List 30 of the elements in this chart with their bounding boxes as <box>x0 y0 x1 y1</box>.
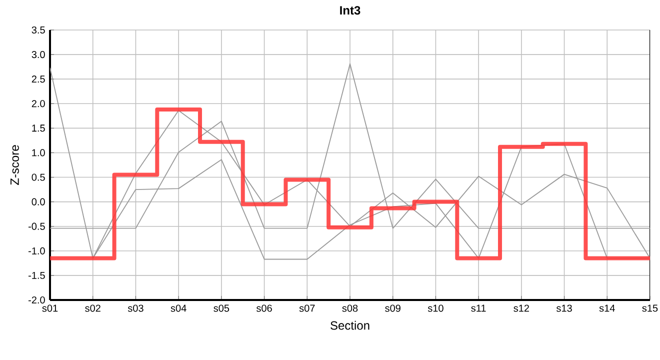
x-tick-label: s05 <box>214 304 230 312</box>
x-tick-label: s03 <box>128 304 144 312</box>
y-tick-label: -1.5 <box>28 272 45 279</box>
x-tick-label: s08 <box>342 304 358 312</box>
chart-title: Int3 <box>340 6 360 15</box>
x-tick-label: s12 <box>514 304 529 312</box>
y-tick-label: 0.5 <box>32 174 45 181</box>
y-axis-title: Z-score <box>10 145 19 185</box>
y-tick-label: 1.0 <box>32 149 45 156</box>
y-tick-label: 2.0 <box>32 100 45 108</box>
x-tick-label: s02 <box>85 304 100 312</box>
x-tick-label: s13 <box>556 304 572 312</box>
y-tick-label: -0.5 <box>28 222 45 230</box>
x-tick-label: s11 <box>471 304 486 312</box>
y-tick-label: 2.5 <box>32 76 45 83</box>
y-tick-label: 0.0 <box>32 198 45 206</box>
y-tick-label: -1.0 <box>28 247 45 254</box>
x-tick-label: s15 <box>642 304 658 312</box>
x-axis-title: Section <box>330 320 370 330</box>
y-tick-label: -2.0 <box>28 296 45 304</box>
x-tick-label: s01 <box>42 304 58 312</box>
x-tick-label: s09 <box>385 304 400 312</box>
y-tick-label: 3.5 <box>32 26 45 34</box>
x-tick-label: s10 <box>428 304 444 312</box>
x-tick-label: s14 <box>599 304 615 312</box>
x-tick-label: s06 <box>256 304 272 312</box>
y-tick-label: 3.0 <box>32 51 45 58</box>
x-tick-label: s04 <box>170 304 186 312</box>
y-tick-label: 1.5 <box>32 124 45 132</box>
x-tick-label: s07 <box>299 304 315 312</box>
